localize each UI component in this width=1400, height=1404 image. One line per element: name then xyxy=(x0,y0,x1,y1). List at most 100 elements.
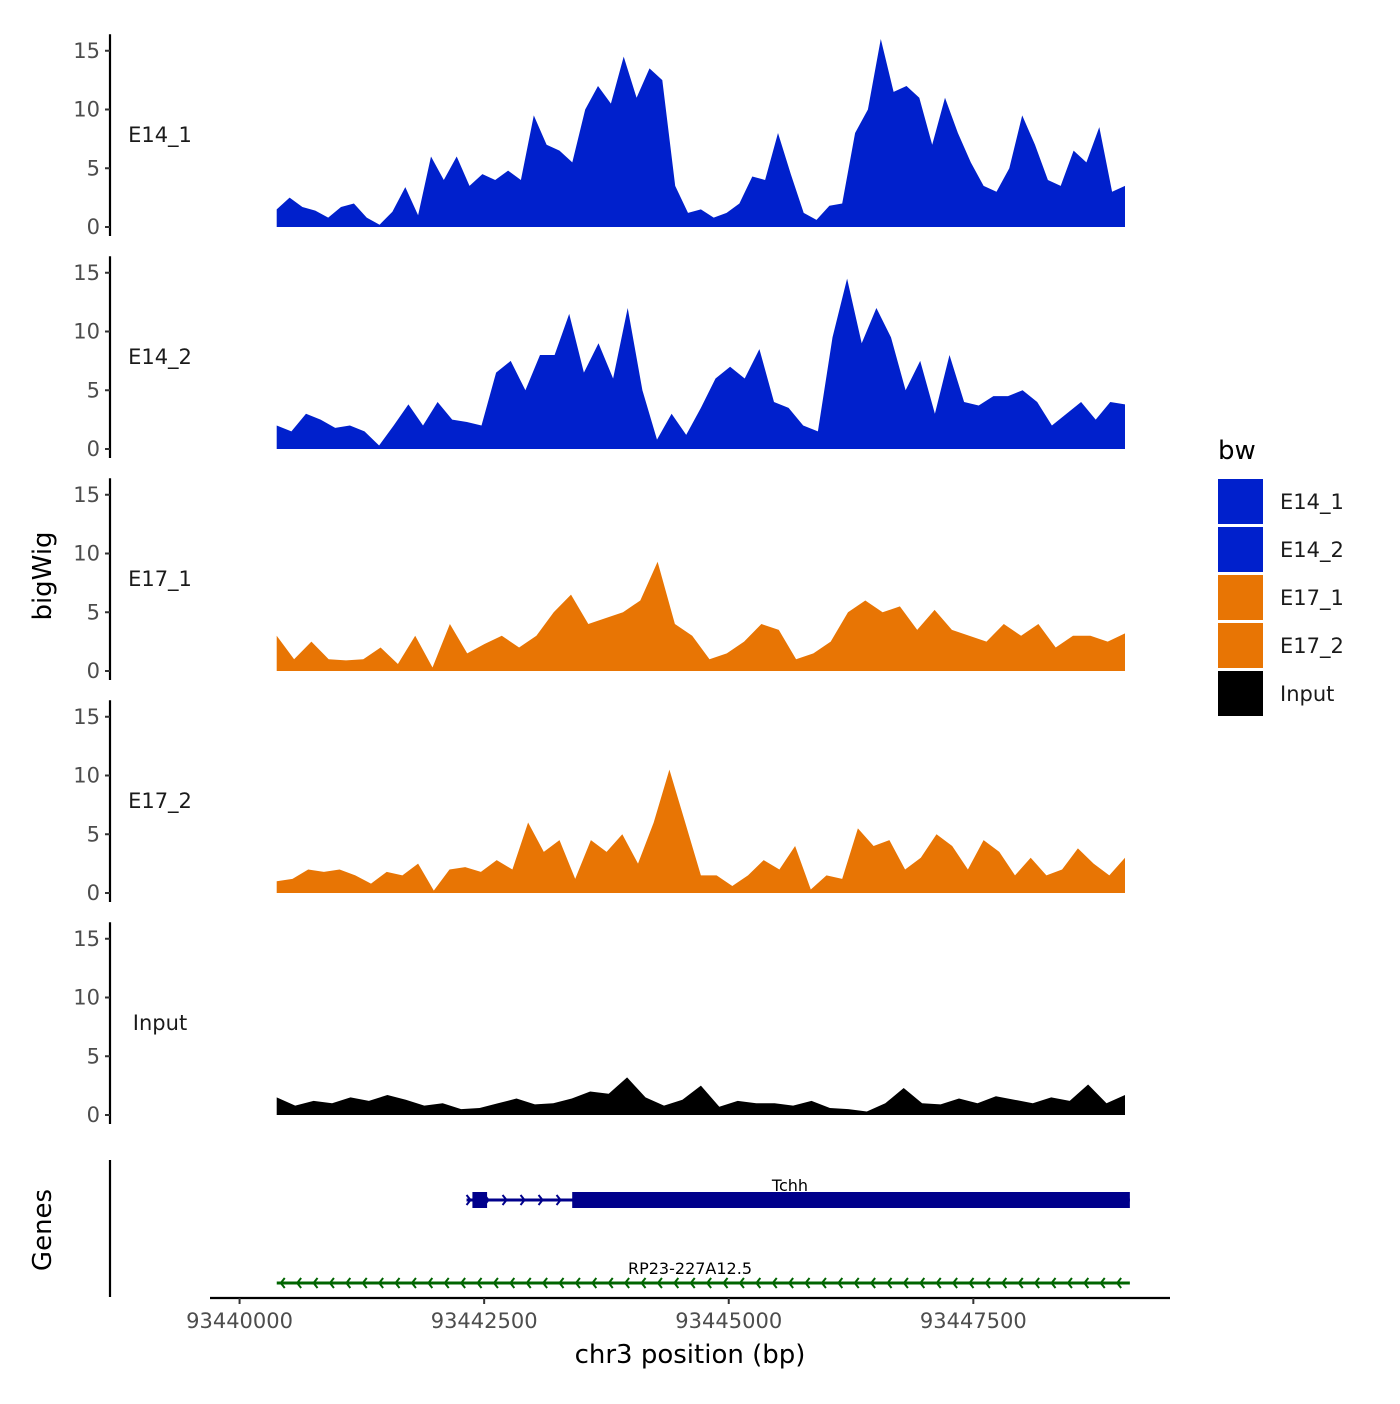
x-tick-label: 93442500 xyxy=(431,1309,538,1333)
strand-arrow xyxy=(476,1277,483,1289)
track-label: E14_2 xyxy=(128,345,192,370)
strand-arrow xyxy=(607,1277,614,1289)
x-tick-label: 93445000 xyxy=(675,1309,782,1333)
y-tick-label: 15 xyxy=(73,39,100,63)
strand-arrow xyxy=(541,1277,548,1289)
strand-arrow xyxy=(483,1194,490,1206)
tracks: 0 5 10 15 E14_1 0 5 10 15 E14_2 0 5 10 15 E17_1 0 5 10 15 E… xyxy=(73,34,1125,1127)
strand-arrow xyxy=(558,1277,565,1289)
strand-arrow xyxy=(640,1277,647,1289)
strand-arrow xyxy=(525,1277,532,1289)
signal-area-Input xyxy=(276,1077,1125,1115)
y-tick-label: 0 xyxy=(87,437,100,461)
gene-label: RP23-227A12.5 xyxy=(628,1259,752,1278)
strand-arrow xyxy=(1050,1277,1057,1289)
y-tick-label: 15 xyxy=(73,261,100,285)
strand-arrow xyxy=(591,1277,598,1289)
x-tick-label: 93447500 xyxy=(920,1309,1027,1333)
legend-label: E14_1 xyxy=(1280,490,1344,515)
track-Input: 0 5 10 15 Input xyxy=(73,922,1125,1127)
strand-arrow xyxy=(738,1277,745,1289)
track-label: Input xyxy=(133,1011,187,1035)
strand-arrow xyxy=(377,1277,384,1289)
strand-arrow xyxy=(1017,1277,1024,1289)
strand-arrow xyxy=(1066,1277,1073,1289)
legend-label: E17_1 xyxy=(1280,586,1344,611)
legend: bw E14_1 E14_2 E17_1 E17_2 Input xyxy=(1218,436,1344,716)
strand-arrow xyxy=(492,1277,499,1289)
y-tick-label: 0 xyxy=(87,881,100,905)
strand-arrow xyxy=(722,1277,729,1289)
legend-label: E14_2 xyxy=(1280,538,1344,563)
y-tick-label: 5 xyxy=(87,822,100,846)
strand-arrow xyxy=(519,1194,526,1206)
x-tick-label: 93440000 xyxy=(186,1309,293,1333)
strand-arrow xyxy=(279,1277,286,1289)
y-tick-label: 15 xyxy=(73,483,100,507)
y-tick-label: 0 xyxy=(87,215,100,239)
strand-arrow xyxy=(537,1194,544,1206)
track-E17_1: 0 5 10 15 E17_1 xyxy=(73,478,1125,683)
signal-area-E17_1 xyxy=(276,561,1125,671)
strand-arrow xyxy=(427,1277,434,1289)
track-E17_2: 0 5 10 15 E17_2 xyxy=(73,700,1125,905)
strand-arrow xyxy=(673,1277,680,1289)
y-tick-label: 5 xyxy=(87,600,100,624)
y-tick-label: 0 xyxy=(87,1103,100,1127)
strand-arrow xyxy=(656,1277,663,1289)
legend-swatch xyxy=(1218,623,1263,668)
strand-arrow xyxy=(984,1277,991,1289)
legend-swatch xyxy=(1218,527,1263,572)
strand-arrow xyxy=(705,1277,712,1289)
strand-arrow xyxy=(886,1277,893,1289)
y-axis-title: bigWig xyxy=(28,531,58,620)
strand-arrow xyxy=(509,1277,516,1289)
strand-arrow xyxy=(295,1277,302,1289)
track-label: E17_2 xyxy=(128,789,192,814)
strand-arrow xyxy=(555,1194,562,1206)
legend-label: E17_2 xyxy=(1280,634,1344,659)
track-E14_1: 0 5 10 15 E14_1 xyxy=(73,34,1125,239)
gene-RP23-227A12.5: RP23-227A12.5 xyxy=(276,1259,1130,1289)
strand-arrow xyxy=(787,1277,794,1289)
signal-area-E14_2 xyxy=(276,278,1125,449)
genes-track: Tchh RP23-227A12.5 xyxy=(108,1160,1130,1297)
strand-arrow xyxy=(410,1277,417,1289)
genes-axis-title: Genes xyxy=(28,1189,58,1271)
strand-arrow xyxy=(1001,1277,1008,1289)
strand-arrow xyxy=(1083,1277,1090,1289)
strand-arrow xyxy=(935,1277,942,1289)
legend-swatch xyxy=(1218,479,1263,524)
strand-arrow xyxy=(443,1277,450,1289)
track-E14_2: 0 5 10 15 E14_2 xyxy=(73,256,1125,461)
y-tick-label: 10 xyxy=(73,320,100,344)
y-tick-label: 10 xyxy=(73,986,100,1010)
strand-arrow xyxy=(869,1277,876,1289)
strand-arrow xyxy=(345,1277,352,1289)
legend-swatch xyxy=(1218,575,1263,620)
strand-arrow xyxy=(919,1277,926,1289)
strand-arrow xyxy=(465,1194,472,1206)
gene-exon xyxy=(572,1192,1130,1208)
strand-arrow xyxy=(394,1277,401,1289)
legend-title: bw xyxy=(1218,436,1256,466)
gene-exon xyxy=(472,1192,488,1208)
legend-label: Input xyxy=(1280,682,1334,706)
strand-arrow xyxy=(1115,1277,1122,1289)
strand-arrow xyxy=(1033,1277,1040,1289)
strand-arrow xyxy=(820,1277,827,1289)
y-tick-label: 0 xyxy=(87,659,100,683)
strand-arrow xyxy=(459,1277,466,1289)
gene-Tchh: Tchh xyxy=(465,1176,1130,1208)
strand-arrow xyxy=(968,1277,975,1289)
signal-area-E17_2 xyxy=(276,769,1125,893)
strand-arrow xyxy=(361,1277,368,1289)
y-tick-label: 5 xyxy=(87,1044,100,1068)
strand-arrow xyxy=(837,1277,844,1289)
strand-arrow xyxy=(853,1277,860,1289)
track-label: E17_1 xyxy=(128,567,192,592)
y-tick-label: 15 xyxy=(73,705,100,729)
y-tick-label: 10 xyxy=(73,98,100,122)
strand-arrow xyxy=(312,1277,319,1289)
